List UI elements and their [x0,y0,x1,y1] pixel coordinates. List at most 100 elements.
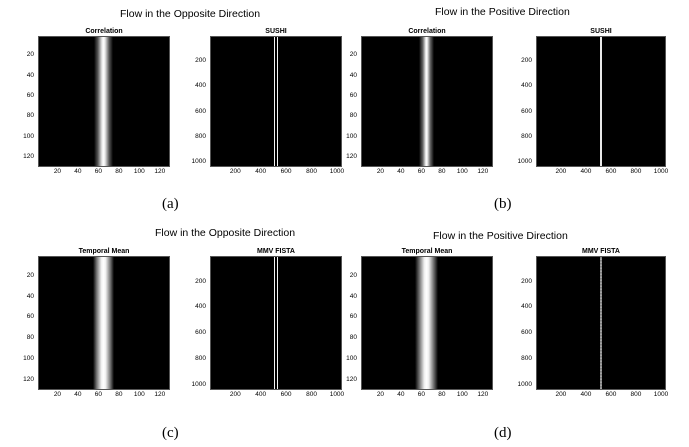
x-tick-label: 400 [255,168,267,175]
x-tick-label: 120 [477,168,489,175]
y-tick-label: 120 [346,152,357,160]
x-tick-label: 800 [630,168,642,175]
intensity-band [276,257,279,389]
x-tick-label: 400 [580,391,592,398]
image-plot [361,256,493,390]
x-tick-label: 600 [605,168,617,175]
x-tick-label: 200 [229,168,241,175]
x-tick-label: 60 [94,391,102,398]
image-plot [38,36,170,167]
panel-title: Temporal Mean [401,248,453,255]
y-tick-label: 400 [521,303,532,311]
y-tick-label: 120 [23,375,34,383]
y-tick-label: 60 [349,91,357,99]
image-plot [210,256,342,390]
group-title: Flow in the Opposite Direction [120,8,261,20]
y-tick-label: 800 [195,132,206,140]
y-tick-label: 1000 [191,380,206,388]
y-tick-label: 800 [521,132,532,140]
x-tick-label: 120 [477,391,489,398]
subfigure-caption: (a) [162,196,179,212]
y-tick-label: 100 [23,354,34,362]
panel-title: SUSHI [590,28,612,35]
x-tick-label: 400 [255,391,267,398]
intensity-band [276,37,279,166]
x-tick-label: 40 [397,168,405,175]
y-tick-label: 1000 [517,157,532,165]
x-tick-label: 100 [133,391,145,398]
y-tick-label: 20 [349,51,357,59]
x-tick-label: 120 [154,391,166,398]
x-tick-label: 60 [417,168,425,175]
y-tick-label: 40 [349,292,357,300]
y-tick-label: 800 [195,355,206,363]
y-tick-label: 1000 [191,157,206,165]
y-tick-label: 400 [195,303,206,311]
panel-title: Correlation [85,28,123,35]
image-plot [536,36,666,167]
x-tick-label: 20 [376,168,385,175]
intensity-band [94,37,113,166]
y-tick-label: 120 [23,152,34,160]
y-tick-label: 600 [521,107,532,115]
x-tick-label: 1000 [329,168,345,175]
subfigure-caption: (d) [494,425,512,441]
x-tick-label: 20 [53,168,62,175]
y-tick-label: 40 [349,71,357,79]
y-tick-label: 200 [195,57,206,65]
y-tick-label: 100 [346,132,357,140]
x-tick-label: 80 [438,168,446,175]
intensity-band [600,37,602,166]
group-title: Flow in the Positive Direction [433,230,568,242]
y-tick-label: 800 [521,355,532,363]
x-tick-label: 1000 [653,391,669,398]
x-tick-label: 60 [417,391,425,398]
image-plot [38,256,170,390]
y-tick-label: 20 [26,271,34,279]
x-tick-label: 100 [456,391,468,398]
x-tick-label: 600 [280,168,292,175]
y-tick-label: 200 [521,57,532,65]
image-plot [536,256,666,390]
y-tick-label: 80 [349,112,357,120]
subfigure-caption: (c) [162,425,179,441]
intensity-band [273,37,276,166]
y-tick-label: 20 [26,51,34,59]
x-tick-label: 800 [306,391,317,398]
x-tick-label: 100 [456,168,468,175]
x-tick-label: 800 [630,391,642,398]
intensity-band [273,257,276,389]
y-tick-label: 80 [26,112,34,120]
subfigure-caption: (b) [494,196,512,212]
intensity-band [415,257,438,389]
x-tick-label: 80 [115,391,123,398]
x-tick-label: 20 [53,391,62,398]
x-tick-label: 200 [555,391,567,398]
x-tick-label: 40 [74,391,82,398]
x-tick-label: 400 [580,168,592,175]
y-tick-label: 600 [521,329,532,337]
x-tick-label: 600 [605,391,617,398]
intensity-band [93,257,114,389]
group-title: Flow in the Positive Direction [435,6,570,18]
panel-title: Temporal Mean [78,248,130,255]
x-tick-label: 120 [154,168,166,175]
y-tick-label: 80 [26,334,34,342]
y-tick-label: 200 [521,277,532,285]
y-tick-label: 60 [26,313,34,321]
y-tick-label: 600 [195,329,206,337]
y-tick-label: 60 [349,313,357,321]
y-tick-label: 40 [26,71,34,79]
x-tick-label: 200 [229,391,241,398]
x-tick-label: 80 [438,391,446,398]
y-tick-label: 100 [23,132,34,140]
x-tick-label: 1000 [653,168,669,175]
x-tick-label: 60 [94,168,102,175]
x-tick-label: 600 [280,391,292,398]
x-tick-label: 800 [306,168,317,175]
intensity-band [419,37,434,166]
panel-title: MMV FISTA [257,248,295,255]
y-tick-label: 80 [349,334,357,342]
y-tick-label: 100 [346,354,357,362]
image-plot [361,36,493,167]
